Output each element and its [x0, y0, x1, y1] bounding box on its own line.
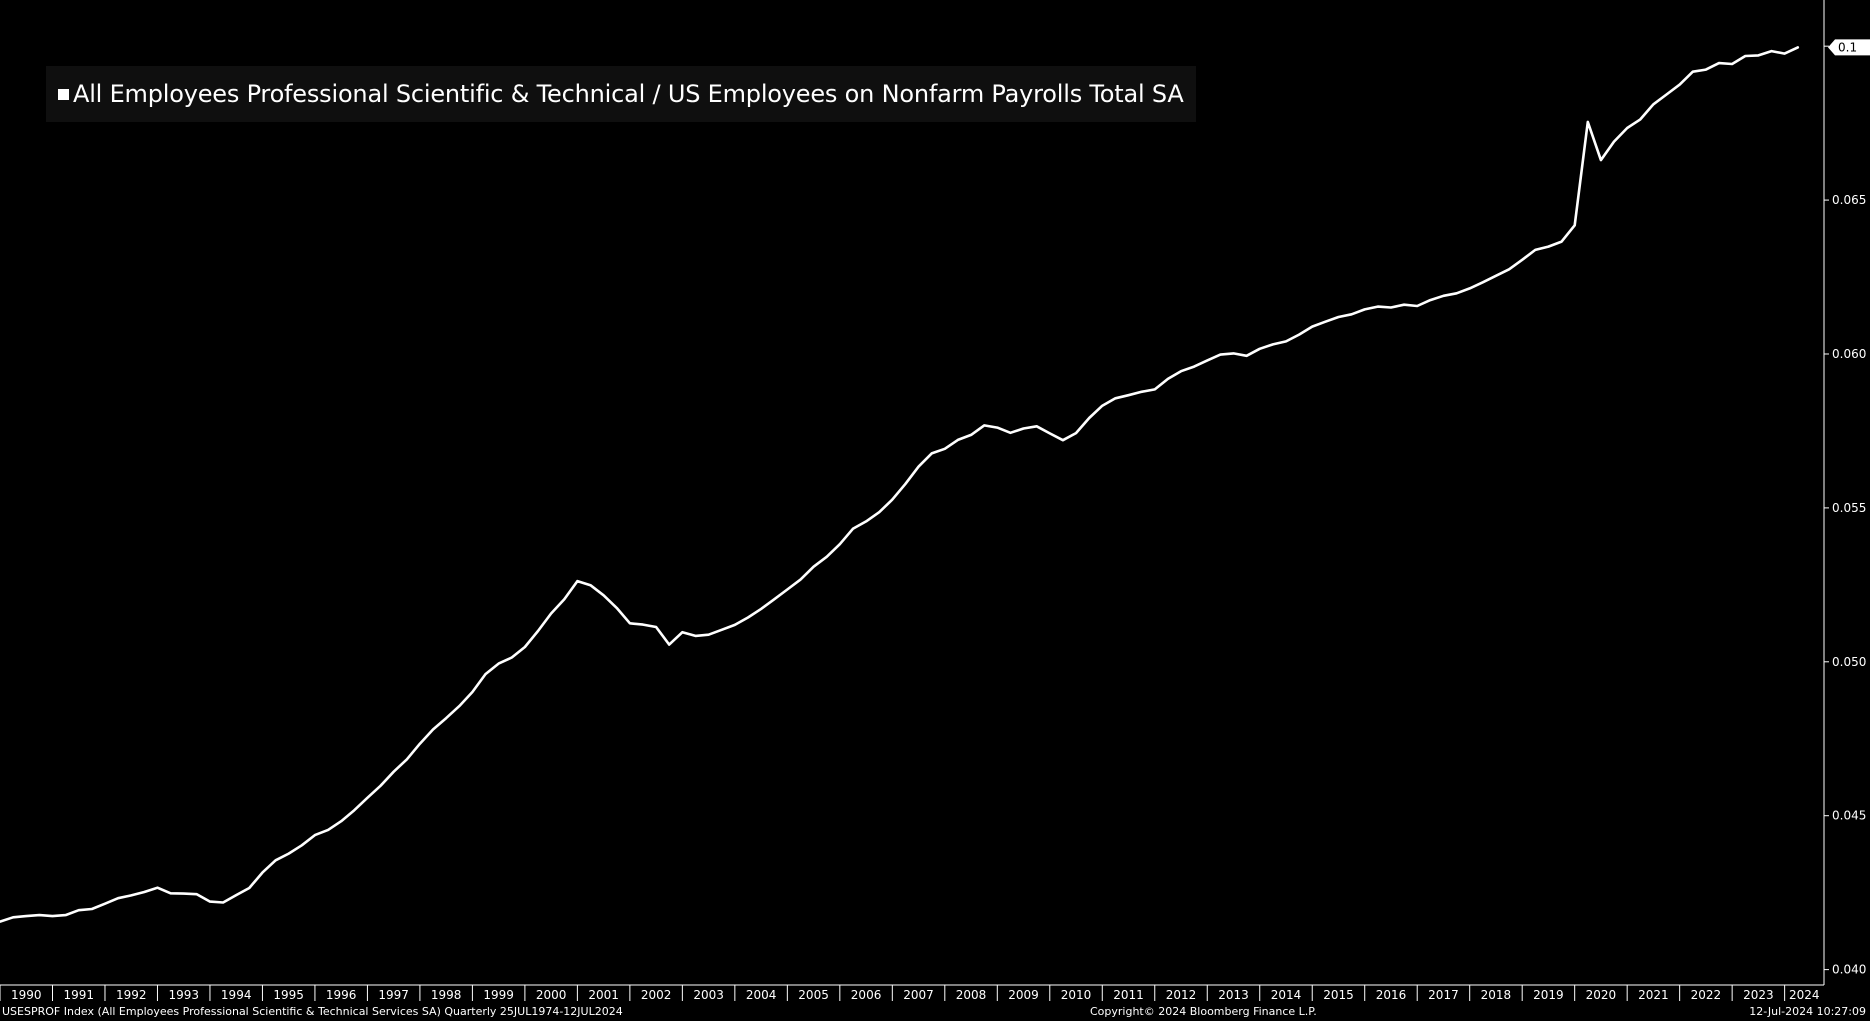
legend-swatch: [58, 88, 69, 100]
last-value-label: 0.1: [1838, 40, 1857, 54]
x-tick-label: 2008: [956, 988, 987, 1002]
x-tick-label: 1998: [431, 988, 462, 1002]
x-tick-label: 2010: [1061, 988, 1092, 1002]
y-tick-label: 0.055: [1832, 501, 1866, 515]
series-layer: [0, 46, 1800, 923]
x-tick-label: 2015: [1323, 988, 1354, 1002]
x-tick-label: 2005: [798, 988, 829, 1002]
x-tick-label: 2006: [851, 988, 882, 1002]
x-tick-label: 2003: [693, 988, 724, 1002]
x-tick-label: 2002: [641, 988, 672, 1002]
x-tick-label: 2016: [1376, 988, 1407, 1002]
x-tick-label: 2001: [588, 988, 619, 1002]
x-tick-label: 2012: [1166, 988, 1197, 1002]
x-tick-label: 2020: [1586, 988, 1617, 1002]
x-tick-label: 2019: [1533, 988, 1564, 1002]
last-value-layer: 0.1: [1828, 39, 1870, 56]
x-tick-label: 1997: [378, 988, 409, 1002]
last-value-tag: [1828, 39, 1870, 56]
x-tick-label: 2009: [1008, 988, 1039, 1002]
x-tick-label: 2007: [903, 988, 934, 1002]
y-tick-label: 0.060: [1832, 347, 1866, 361]
legend-label: All Employees Professional Scientific & …: [73, 80, 1184, 108]
footer-security-description: USESPROF Index (All Employees Profession…: [2, 1005, 623, 1018]
footer-copyright: Copyright© 2024 Bloomberg Finance L.P.: [1090, 1005, 1317, 1018]
x-tick-label: 2004: [746, 988, 777, 1002]
x-tick-label: 1995: [273, 988, 304, 1002]
y-tick-label: 0.040: [1832, 963, 1866, 977]
y-tick-label: 0.045: [1832, 809, 1866, 823]
x-tick-label: 2024: [1789, 988, 1820, 1002]
x-tick-label: 1994: [221, 988, 252, 1002]
series-line: [0, 46, 1800, 923]
x-tick-label: 2011: [1113, 988, 1144, 1002]
footer-timestamp: 12-Jul-2024 10:27:09: [1749, 1005, 1866, 1018]
x-tick-label: 2021: [1638, 988, 1669, 1002]
y-tick-label: 0.065: [1832, 193, 1866, 207]
x-tick-label: 2023: [1743, 988, 1774, 1002]
x-tick-label: 1996: [326, 988, 357, 1002]
x-axis: 1990 1991 1992 1993 1994 1995 1996 1997 1998 1999…: [0, 984, 1824, 1002]
x-tick-label: 1992: [116, 988, 147, 1002]
x-tick-label: 1990: [11, 988, 42, 1002]
x-tick-label: 1991: [63, 988, 94, 1002]
x-tick-label: 1999: [483, 988, 514, 1002]
x-tick-label: 2014: [1271, 988, 1302, 1002]
x-tick-label: 2000: [536, 988, 567, 1002]
x-tick-label: 2013: [1218, 988, 1249, 1002]
y-tick-label: 0.050: [1832, 655, 1866, 669]
x-tick-label: 2022: [1691, 988, 1722, 1002]
legend: All Employees Professional Scientific & …: [46, 66, 1196, 122]
x-tick-label: 1993: [168, 988, 199, 1002]
x-tick-label: 2017: [1428, 988, 1459, 1002]
x-tick-label: 2018: [1481, 988, 1512, 1002]
